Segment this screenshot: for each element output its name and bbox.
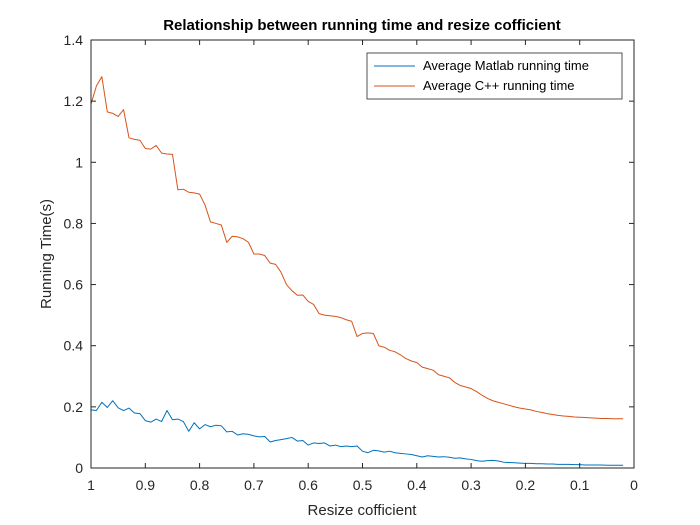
x-tick-label: 0.3: [461, 477, 481, 493]
y-tick-label: 0.2: [64, 399, 84, 415]
y-tick-label: 1.4: [64, 32, 84, 48]
legend-box: [366, 52, 623, 100]
x-tick-label: 0.4: [407, 477, 427, 493]
x-tick-label: 0.6: [298, 477, 318, 493]
x-tick-label: 1: [87, 477, 95, 493]
x-tick-label: 0.5: [353, 477, 373, 493]
x-tick-label: 0.7: [244, 477, 264, 493]
legend: Average Matlab running time Average C++ …: [366, 52, 623, 100]
y-tick-label: 1.2: [64, 93, 84, 109]
y-tick-label: 1: [75, 154, 83, 170]
legend-label-matlab: Average Matlab running time: [423, 58, 589, 73]
x-tick-label: 0.9: [136, 477, 156, 493]
x-tick-label: 0: [630, 477, 638, 493]
y-tick-label: 0.8: [64, 215, 84, 231]
x-axis-label: Resize cofficient: [308, 502, 418, 519]
y-tick-label: 0: [75, 460, 83, 476]
x-axis-ticks: 1 0.9 0.8 0.7 0.6 0.5 0.4 0.3 0.2 0.1 0: [87, 40, 638, 493]
y-tick-label: 0.4: [64, 338, 84, 354]
series-layer: [90, 76, 624, 466]
plot-area: [91, 40, 634, 468]
legend-label-cpp: Average C++ running time: [423, 78, 575, 93]
series-line-0: [90, 400, 624, 466]
y-axis-ticks: 0 0.2 0.4 0.6 0.8 1 1.2 1.4: [64, 32, 634, 476]
x-tick-label: 0.2: [516, 477, 536, 493]
x-tick-label: 0.8: [190, 477, 210, 493]
y-axis-label: Running Time(s): [38, 199, 55, 309]
y-tick-label: 0.6: [64, 277, 84, 293]
chart-title: Relationship between running time and re…: [163, 17, 561, 34]
x-tick-label: 0.1: [570, 477, 590, 493]
series-line-1: [90, 76, 624, 420]
